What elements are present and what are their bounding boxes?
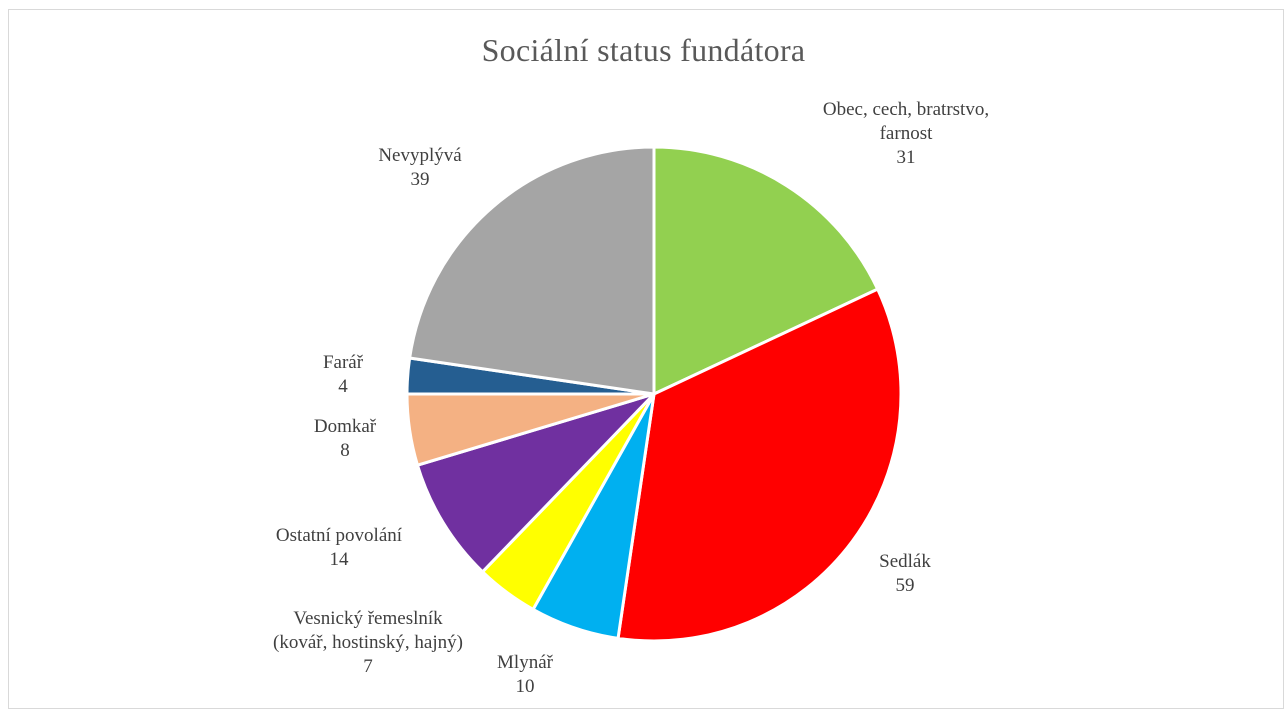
slice-label: Ostatní povolání 14 — [276, 525, 403, 570]
slice-value-label: 59 — [896, 575, 915, 596]
slice-label: Domkař 8 — [314, 416, 377, 461]
slice-value-label: 31 — [897, 147, 916, 168]
slice-value-label: 7 — [363, 656, 373, 677]
slice-label: Sedlák 59 — [879, 551, 931, 596]
slice-category-label: farnost — [880, 123, 933, 144]
slice-value-label: 8 — [340, 440, 350, 461]
slice-category-label: Mlynář — [497, 652, 554, 673]
slice-value-label: 10 — [516, 676, 535, 697]
pie-slice — [408, 145, 656, 396]
slice-category-label: Domkař — [314, 416, 377, 437]
slice-value-label: 39 — [411, 169, 430, 190]
slice-label: Farář 4 — [323, 352, 364, 397]
slice-label: Mlynář 10 — [497, 652, 554, 697]
slice-value-label: 14 — [330, 549, 350, 570]
slice-category-label: Sedlák — [879, 551, 931, 572]
slice-label: Obec, cech, bratrstvo, farnost 31 — [823, 99, 989, 168]
pie-slice — [652, 145, 880, 396]
pie-slice — [616, 287, 903, 643]
slice-label: Vesnický řemeslník (kovář, hostinský, haj… — [273, 608, 463, 677]
slice-category-label: Vesnický řemeslník — [293, 608, 443, 629]
chart-title: Sociální status fundátora — [481, 32, 806, 68]
pie-slice — [415, 392, 656, 574]
slice-category-label: Nevyplývá — [378, 145, 462, 166]
slice-label: Nevyplývá 39 — [378, 145, 462, 190]
slice-category-label: (kovář, hostinský, hajný) — [273, 632, 463, 653]
slice-category-label: Obec, cech, bratrstvo, — [823, 99, 989, 120]
slice-value-label: 4 — [338, 376, 348, 397]
slice-category-label: Farář — [323, 352, 364, 373]
slice-category-label: Ostatní povolání — [276, 525, 403, 546]
